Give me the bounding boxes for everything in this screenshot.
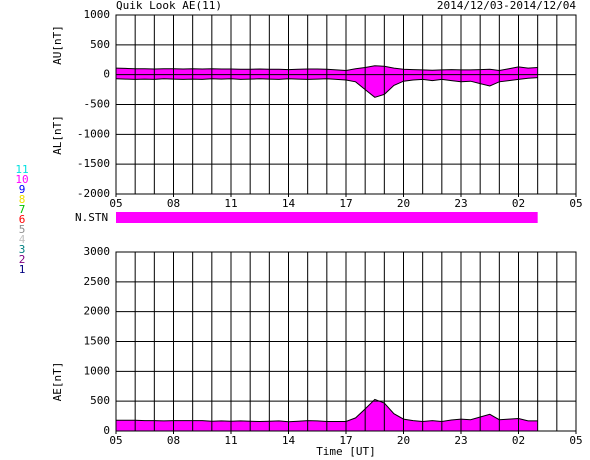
y-tick-label: 2000 [84, 305, 111, 318]
y-tick-label: 500 [90, 394, 110, 407]
y-tick-label: 0 [103, 424, 110, 437]
x-tick-label: 23 [454, 197, 467, 210]
y-tick-label: -1500 [77, 157, 110, 170]
x-tick-label: 02 [512, 197, 525, 210]
plot-frame [115, 14, 577, 195]
x-axis-label: Time [UT] [316, 445, 376, 458]
station-legend-label: 1 [19, 263, 26, 276]
x-tick-label: 14 [282, 197, 296, 210]
y-tick-label: 500 [90, 38, 110, 51]
n-stn-bar [116, 212, 538, 223]
station-legend-label: 11 [15, 163, 28, 176]
station-legend-label: 10 [15, 173, 28, 186]
y-tick-label: 0 [103, 68, 110, 81]
plot-frame [115, 251, 577, 432]
y-tick-label: -2000 [77, 187, 110, 200]
y-tick-label: 1000 [84, 8, 111, 21]
y-tick-label: 3000 [84, 245, 111, 258]
x-tick-label: 11 [224, 197, 237, 210]
station-legend-label: 6 [19, 213, 26, 226]
station-legend-label: 5 [19, 223, 26, 236]
y-axis-label: AL[nT] [51, 115, 64, 155]
area [116, 399, 538, 431]
x-tick-label: 14 [282, 434, 296, 447]
station-legend-label: 7 [19, 203, 26, 216]
x-tick-label: 23 [454, 434, 467, 447]
y-axis-label: AU[nT] [51, 25, 64, 65]
x-tick-label: 11 [224, 434, 237, 447]
y-tick-label: -1000 [77, 127, 110, 140]
y-tick-label: -500 [84, 98, 111, 111]
n-stn-label: N.STN [75, 211, 108, 224]
x-tick-label: 05 [109, 434, 122, 447]
x-tick-label: 08 [167, 197, 180, 210]
x-tick-label: 17 [339, 197, 352, 210]
station-legend-label: 8 [19, 193, 26, 206]
x-tick-label: 05 [569, 434, 582, 447]
y-tick-label: 2500 [84, 275, 111, 288]
y-tick-label: 1000 [84, 364, 111, 377]
x-tick-label: 05 [109, 197, 122, 210]
y-tick-label: 1500 [84, 335, 111, 348]
chart-title: Quik Look AE(11) [116, 0, 222, 12]
station-legend-label: 4 [19, 233, 26, 246]
station-legend-label: 3 [19, 243, 26, 256]
x-tick-label: 17 [339, 434, 352, 447]
date-range: 2014/12/03-2014/12/04 [437, 0, 576, 12]
station-legend-label: 2 [19, 253, 26, 266]
x-tick-label: 05 [569, 197, 582, 210]
station-legend-label: 9 [19, 183, 26, 196]
x-tick-label: 02 [512, 434, 525, 447]
y-axis-label: AE[nT] [51, 362, 64, 402]
x-tick-label: 20 [397, 197, 410, 210]
x-tick-label: 20 [397, 434, 410, 447]
x-tick-label: 08 [167, 434, 180, 447]
